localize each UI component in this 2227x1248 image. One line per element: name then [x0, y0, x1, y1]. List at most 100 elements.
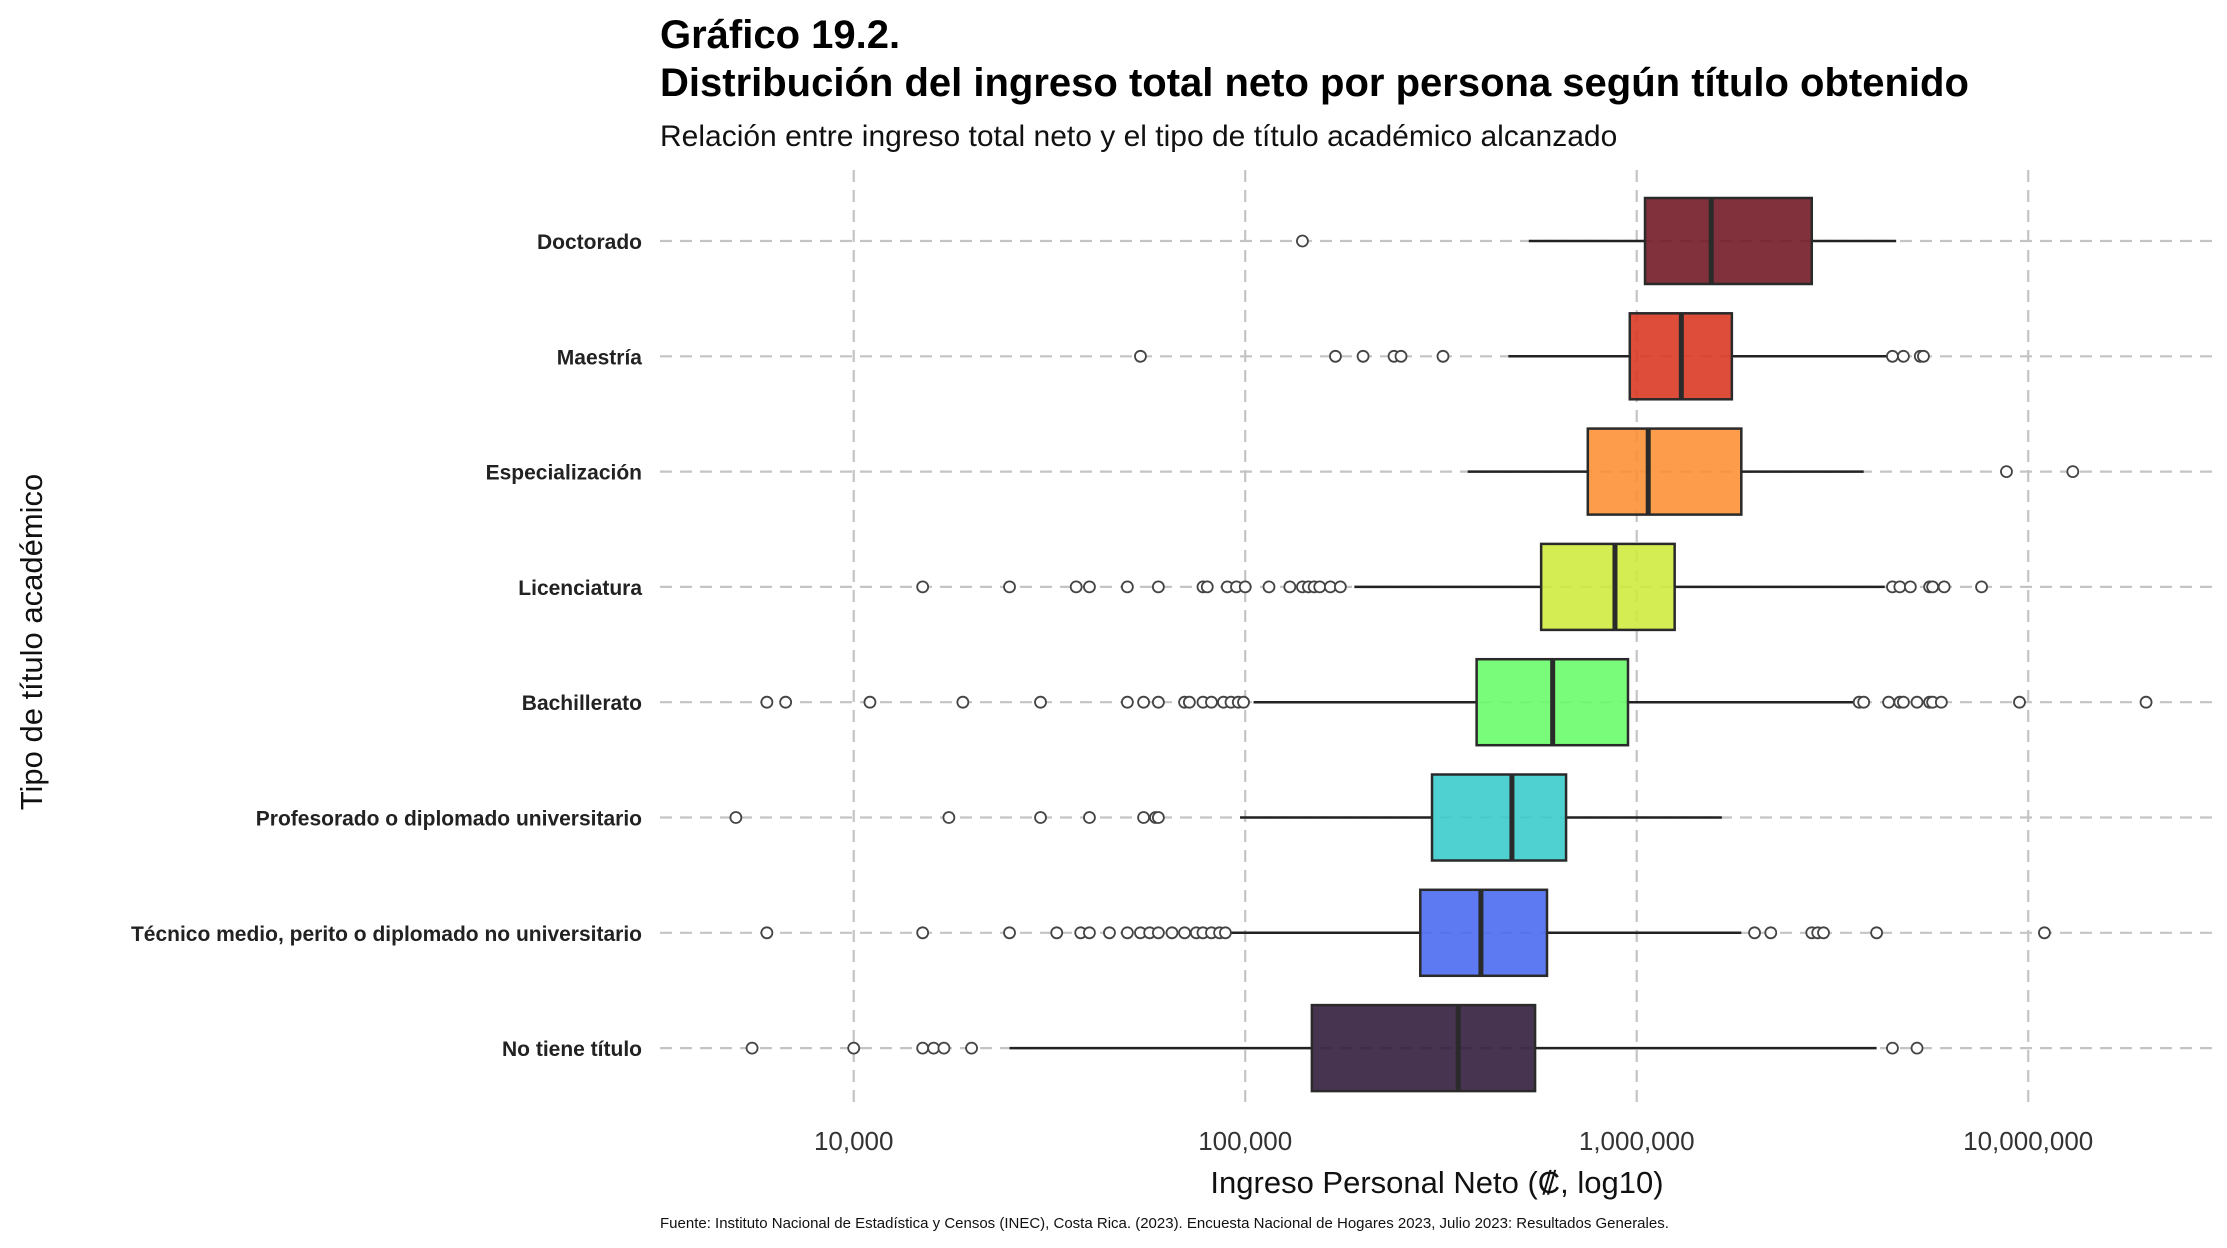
grid [660, 170, 2215, 1110]
outlier-point [1165, 926, 1179, 940]
outlier-point [1937, 580, 1951, 594]
box-group [1296, 196, 1897, 286]
outlier-point [916, 1041, 930, 1055]
outlier-point [1069, 580, 1083, 594]
x-tick-label: 100,000 [1198, 1126, 1292, 1156]
outlier-point [863, 695, 877, 709]
box-iqr [1643, 196, 1814, 286]
outlier-point [760, 695, 774, 709]
outlier-point [1178, 926, 1191, 940]
category-label: Maestría [557, 346, 643, 369]
outlier-point [1034, 811, 1047, 824]
outlier-point [2000, 465, 2013, 479]
outlier-point [1034, 695, 1047, 709]
outlier-point [1151, 926, 1165, 940]
box-iqr [1419, 888, 1549, 978]
outlier-point [1219, 926, 1232, 940]
category-labels: Doctorado Maestría Especialización Licencia… [131, 231, 642, 1061]
outlier-point [1897, 349, 1910, 363]
outlier-point [1120, 580, 1134, 594]
outlier-point [1910, 695, 1924, 709]
outlier-point [927, 1041, 941, 1055]
box-group [745, 1003, 1924, 1093]
y-axis-title: Tipo de título académico [14, 474, 49, 811]
outlier-point [1356, 349, 1370, 363]
outlier-point [1857, 695, 1871, 709]
outlier-point [745, 1041, 759, 1055]
category-label: Licenciatura [518, 577, 642, 600]
outlier-point [1934, 695, 1948, 709]
boxes [729, 196, 2153, 1093]
outlier-point [1083, 926, 1096, 940]
outlier-point [1205, 695, 1218, 709]
box-group [760, 657, 2153, 747]
outlier-point [1333, 580, 1347, 594]
outlier-point [916, 926, 930, 940]
outlier-point [760, 926, 774, 940]
outlier-point [847, 1041, 861, 1055]
outlier-point [729, 811, 743, 824]
category-label: Bachillerato [522, 692, 642, 715]
outlier-point [1103, 926, 1116, 940]
outlier-point [1120, 926, 1134, 940]
category-label: Doctorado [537, 231, 642, 254]
outlier-point [2139, 695, 2153, 709]
outlier-point [1050, 926, 1064, 940]
outlier-point [1237, 695, 1250, 709]
box-iqr [1539, 542, 1676, 632]
outlier-point [965, 1041, 978, 1055]
outlier-point [1748, 926, 1761, 940]
outlier-point [1903, 580, 1917, 594]
outlier-point [1182, 695, 1196, 709]
outlier-point [1134, 349, 1147, 363]
outlier-point [1764, 926, 1778, 940]
outlier-point [1083, 580, 1096, 594]
x-tick-label: 1,000,000 [1579, 1126, 1695, 1156]
outlier-point [1910, 1041, 1924, 1055]
outlier-point [1296, 234, 1309, 248]
category-label: Especialización [486, 462, 642, 485]
outlier-point [956, 695, 970, 709]
outlier-point [1137, 695, 1150, 709]
x-tick-label: 10,000 [814, 1126, 894, 1156]
outlier-point [1817, 926, 1830, 940]
outlier-point [779, 695, 793, 709]
chart-title-line2: Distribución del ingreso total neto por … [660, 61, 1969, 105]
box-group [1134, 312, 1930, 401]
outlier-point [1137, 811, 1150, 824]
outlier-point [1886, 1041, 1899, 1055]
source-caption: Fuente: Instituto Nacional de Estadístic… [660, 1215, 1669, 1232]
outlier-point [1151, 811, 1165, 824]
outlier-point [1975, 580, 1988, 594]
outlier-point [1436, 349, 1450, 363]
outlier-point [1238, 580, 1252, 594]
outlier-point [2038, 926, 2051, 940]
outlier-point [1003, 580, 1016, 594]
box-group [760, 888, 2051, 978]
outlier-point [1870, 926, 1884, 940]
category-label: Profesorado o diplomado universitario [256, 808, 642, 831]
outlier-point [1926, 580, 1940, 594]
outlier-point [1893, 580, 1907, 594]
outlier-point [1283, 580, 1297, 594]
outlier-point [2013, 695, 2026, 709]
outlier-point [1329, 349, 1342, 363]
outlier-point [916, 580, 930, 594]
box-group [1467, 427, 2080, 516]
category-label: No tiene título [502, 1038, 642, 1061]
outlier-point [1083, 811, 1096, 824]
outlier-point [1394, 349, 1408, 363]
outlier-point [1151, 695, 1165, 709]
outlier-point [942, 811, 956, 824]
outlier-point [1120, 695, 1134, 709]
outlier-point [1886, 349, 1899, 363]
x-axis-title: Ingreso Personal Neto (₡, log10) [1210, 1165, 1663, 1200]
box-iqr [1586, 427, 1743, 516]
x-tick-labels: 10,000 100,000 1,000,000 10,000,000 [814, 1126, 2093, 1156]
outlier-point [1897, 695, 1910, 709]
box-iqr [1430, 773, 1568, 862]
outlier-point [2066, 465, 2080, 479]
x-tick-label: 10,000,000 [1963, 1126, 2093, 1156]
box-group [729, 773, 1722, 862]
